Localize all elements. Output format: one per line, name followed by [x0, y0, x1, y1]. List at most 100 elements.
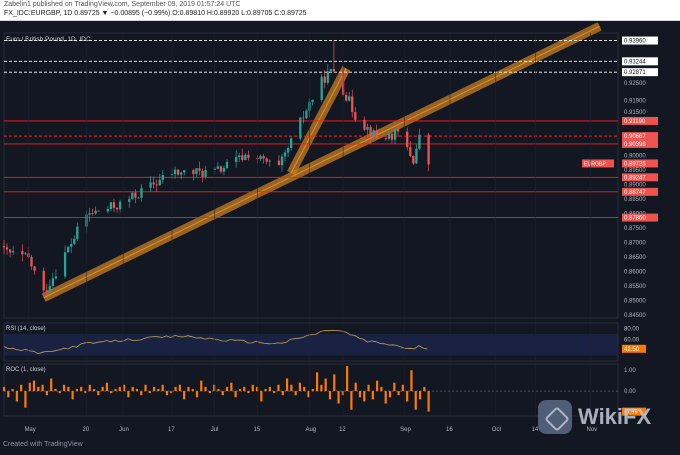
roc-bar	[20, 384, 23, 392]
price-tick-label: 0.87000	[624, 241, 646, 247]
price-tick-label: 0.89247	[624, 175, 646, 181]
roc-bar	[153, 386, 156, 392]
candle-body	[305, 110, 308, 119]
candle-body	[88, 213, 91, 215]
price-tick-label: 0.88500	[624, 197, 646, 203]
candle-body	[201, 170, 204, 177]
roc-bar	[161, 384, 164, 392]
roc-title: ROC (1, close)	[6, 367, 46, 373]
roc-bar	[2, 386, 6, 392]
candle-body	[390, 133, 394, 140]
candle-body	[354, 112, 357, 120]
candle-body	[140, 187, 143, 198]
price-tick-label: 0.89725	[624, 161, 646, 167]
candle-body	[195, 168, 198, 175]
x-axis: May 20 Jun 17 Jul 15 Aug 12 Sep 16 Oct 14 Nov	[24, 33, 597, 433]
x-tick-label: Jun	[119, 427, 129, 433]
roc-bar	[92, 388, 96, 392]
roc-bar	[247, 391, 250, 394]
candle-body	[5, 247, 9, 250]
candle-body	[326, 71, 329, 83]
candle-body	[176, 169, 180, 175]
roc-bar	[337, 391, 340, 404]
roc-bar	[234, 391, 237, 398]
roc-bar	[423, 386, 426, 392]
roc-bar	[105, 382, 109, 392]
candle-body	[73, 238, 76, 244]
rsi-pane[interactable]: RSI (14, close) 80.00 60.00 42.50	[3, 322, 646, 362]
candle-body	[375, 130, 378, 139]
candle-body	[216, 166, 219, 169]
candle-body	[396, 128, 400, 132]
price-chart-title: Euro / British Pound, 1D, IDC	[6, 36, 91, 43]
roc-bar	[28, 382, 31, 392]
candle-body	[131, 192, 134, 199]
candle-body	[8, 249, 12, 253]
roc-bar	[165, 391, 169, 396]
roc-bar	[75, 388, 79, 392]
candle-body	[384, 138, 387, 140]
candle-body	[412, 155, 415, 164]
level-tag	[622, 36, 658, 45]
roc-bar	[7, 391, 10, 398]
price-tick-label: 0.89000	[624, 182, 646, 188]
roc-bar	[67, 386, 70, 392]
candle-body	[155, 184, 158, 186]
roc-bar	[71, 391, 74, 400]
x-tick-label: 14	[532, 427, 539, 433]
price-tick-label: 0.90667	[624, 134, 646, 140]
roc-bar	[24, 391, 27, 408]
roc-bar	[217, 388, 220, 392]
roc-bar	[315, 372, 319, 392]
roc-bar	[45, 391, 48, 396]
x-tick-label: Nov	[587, 427, 598, 433]
candle-body	[262, 156, 265, 159]
candle-body	[372, 130, 375, 137]
roc-bar	[140, 391, 143, 396]
roc-bar	[243, 386, 246, 392]
candle-body	[323, 76, 326, 83]
price-tick-label: 0.85500	[624, 284, 646, 290]
candle-body	[137, 197, 140, 199]
candle-body	[67, 246, 70, 253]
price-label-value-bg	[622, 159, 658, 168]
chart-area[interactable]: Euro / British Pound, 1D, IDC 0.93960 0.93…	[0, 21, 680, 455]
roc-bar	[324, 378, 327, 392]
roc-bar	[80, 386, 83, 392]
roc-bar	[238, 388, 241, 392]
price-pane[interactable]: Euro / British Pound, 1D, IDC 0.93960 0.93…	[2, 22, 658, 319]
roc-bar	[37, 386, 40, 392]
x-tick-label: Jul	[211, 427, 219, 433]
roc-tick-label: 1.00	[624, 368, 636, 374]
roc-bar	[97, 391, 100, 396]
roc-bar	[200, 380, 203, 392]
candle-body	[106, 208, 110, 212]
x-tick-label: Sep	[400, 427, 411, 433]
roc-bar	[393, 382, 396, 392]
roc-value-label: -0.99	[624, 410, 638, 416]
roc-bar	[358, 391, 362, 398]
candle-body	[192, 170, 195, 175]
candle-body	[2, 246, 6, 248]
roc-bar	[281, 391, 284, 396]
candle-body	[128, 198, 131, 202]
candle-body	[302, 117, 305, 119]
roc-pane[interactable]: ROC (1, close)1.000.00-1.00-0.99	[2, 363, 646, 417]
candle-body	[149, 182, 152, 188]
candle-body	[173, 169, 177, 175]
candle-body	[387, 133, 391, 139]
roc-bar	[148, 391, 151, 394]
candle-body	[118, 201, 122, 210]
roc-bar	[32, 380, 36, 392]
rsi-band	[4, 333, 618, 356]
rsi-value-tag	[622, 344, 646, 353]
roc-bar	[221, 391, 224, 396]
roc-bar	[346, 366, 349, 392]
roc-bar	[170, 391, 173, 394]
price-tick-label: 0.91190	[624, 119, 646, 125]
roc-frame	[3, 363, 619, 417]
roc-bar	[135, 388, 139, 392]
candle-body	[418, 134, 421, 149]
roc-bar	[213, 384, 216, 392]
candle-body	[311, 99, 314, 102]
